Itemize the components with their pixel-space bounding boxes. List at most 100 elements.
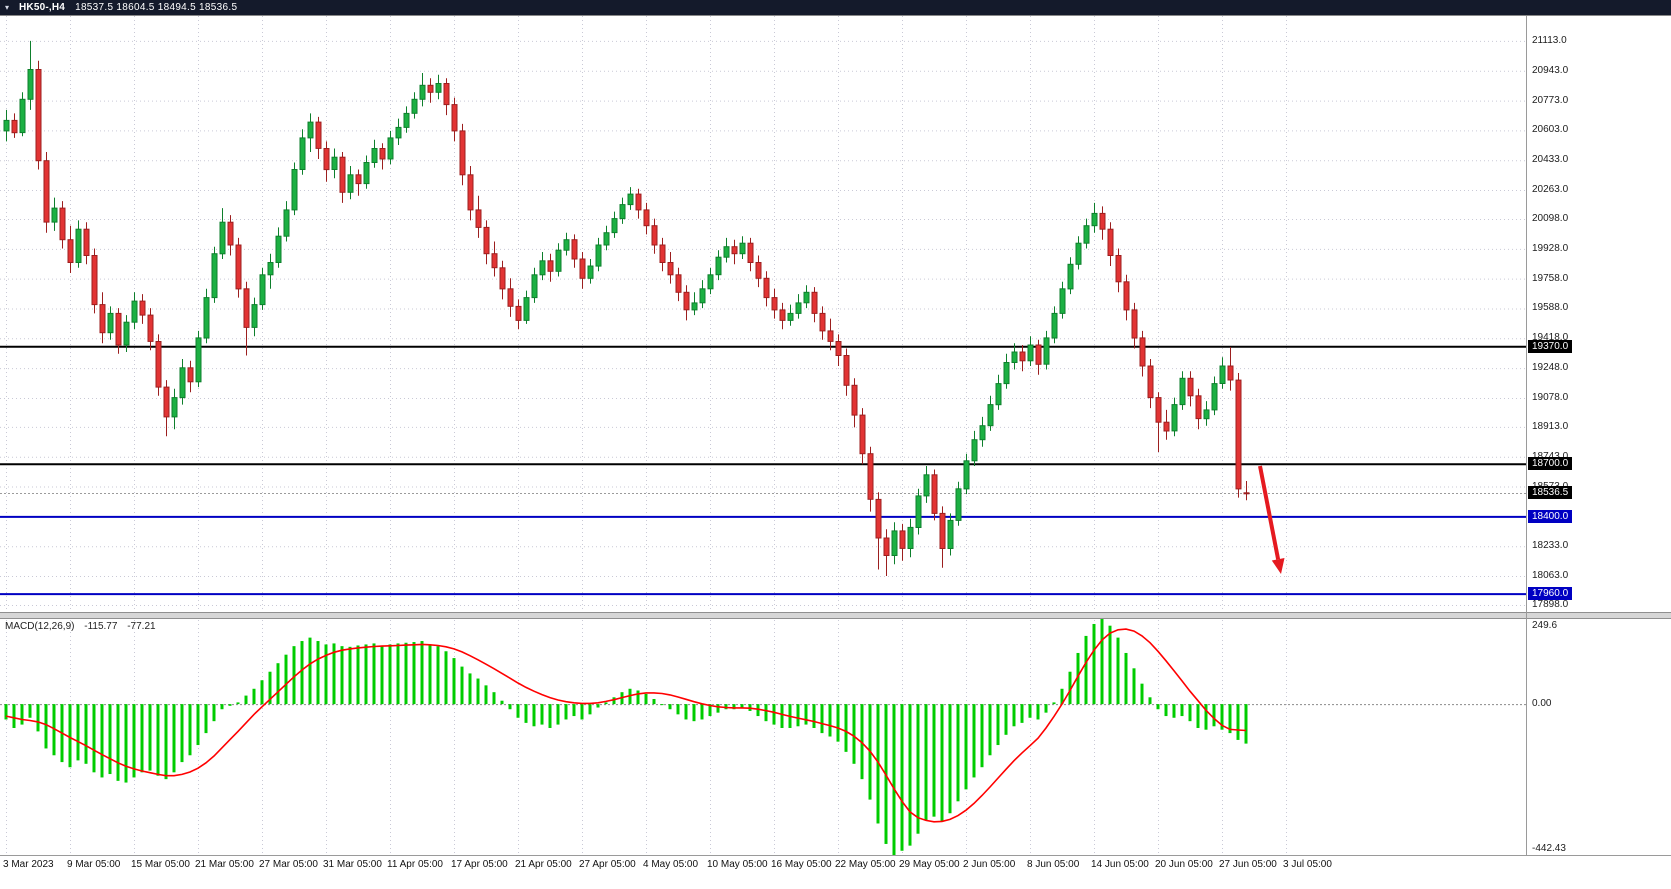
macd-histogram-bar <box>1052 702 1056 705</box>
candle-body <box>699 288 706 304</box>
candle-body <box>307 121 314 139</box>
candle-body <box>115 312 122 346</box>
macd-histogram-bar <box>380 645 384 705</box>
candle-body <box>227 221 234 246</box>
price-axis[interactable]: 21113.0 20943.0 20773.0 20603.0 20433.0 20263… <box>1527 0 1671 889</box>
candle-body <box>603 232 610 246</box>
macd-histogram-bar <box>1204 704 1208 730</box>
macd-histogram-bar <box>404 642 408 705</box>
trend-arrow-head[interactable] <box>1271 558 1285 574</box>
candle-body <box>683 291 690 311</box>
candle-body <box>435 83 442 93</box>
candle-body <box>731 246 738 255</box>
candle-body <box>739 242 746 255</box>
support-line-18400-badge: 18400.0 <box>1528 510 1573 523</box>
candle-body <box>547 260 554 272</box>
candle-body <box>595 244 602 267</box>
candle-body <box>211 253 218 299</box>
price-tick-label: 20263.0 <box>1532 184 1569 195</box>
candle-body <box>531 274 538 299</box>
candle-body <box>643 209 650 227</box>
time-tick-label: 11 Apr 05:00 <box>387 859 443 870</box>
candle-body <box>171 397 178 418</box>
macd-histogram-bar <box>1140 683 1144 705</box>
macd-histogram-bar <box>572 704 576 717</box>
price-tick-label: 21113.0 <box>1532 35 1567 46</box>
macd-histogram-bar <box>76 704 80 761</box>
candle-body <box>667 262 674 276</box>
time-tick-label: 27 Apr 05:00 <box>579 859 636 870</box>
macd-histogram-bar <box>1228 704 1232 734</box>
time-axis[interactable]: 3 Mar 2023 9 Mar 05:00 15 Mar 05:00 21 Mar … <box>0 855 1671 889</box>
candle-body <box>539 260 546 276</box>
macd-histogram-bar <box>124 704 128 783</box>
macd-histogram-bar <box>756 704 760 717</box>
macd-histogram-bar <box>980 704 984 768</box>
macd-histogram-bar <box>1076 652 1080 705</box>
candle-body <box>403 112 410 128</box>
time-tick-label: 22 May 05:00 <box>835 859 896 870</box>
candle-body <box>819 312 826 332</box>
candle-body <box>1011 351 1018 363</box>
candle-body <box>523 297 530 321</box>
macd-histogram-bar <box>388 644 392 705</box>
macd-histogram-bar <box>508 704 512 710</box>
indicator-tick-label: 0.00 <box>1532 698 1552 709</box>
candle-body <box>843 355 850 386</box>
candle-body <box>395 126 402 139</box>
macd-histogram-bar <box>252 688 256 705</box>
macd-histogram-bar <box>924 704 928 821</box>
resistance-line-19370-badge: 19370.0 <box>1528 340 1573 353</box>
macd-histogram-bar <box>444 651 448 705</box>
candle-body <box>235 244 242 290</box>
macd-histogram-bar <box>172 704 176 773</box>
candle-body <box>971 439 978 462</box>
candle-body <box>379 148 386 160</box>
macd-histogram-bar <box>220 704 224 710</box>
macd-histogram-bar <box>588 704 592 715</box>
panel-divider[interactable] <box>0 612 1671 619</box>
time-tick-label: 20 Jun 05:00 <box>1155 859 1213 870</box>
candle-body <box>507 288 514 307</box>
macd-histogram-bar <box>1020 704 1024 723</box>
candle-body <box>83 228 90 256</box>
candle-body <box>1195 395 1202 420</box>
candle-body <box>1211 383 1218 411</box>
candle-body <box>331 156 338 170</box>
macd-histogram-bar <box>156 704 160 776</box>
trend-arrow-shaft[interactable] <box>1258 465 1281 560</box>
macd-histogram-bar <box>196 704 200 746</box>
candle-body <box>1027 344 1034 362</box>
macd-histogram-bar <box>764 704 768 722</box>
macd-histogram-bar <box>772 704 776 725</box>
candle-body <box>851 384 858 416</box>
time-tick-label: 4 May 05:00 <box>643 859 699 870</box>
candle-body <box>515 305 522 321</box>
price-tick-label: 20943.0 <box>1532 65 1569 76</box>
macd-histogram-bar <box>4 704 8 720</box>
candle-body <box>387 137 394 160</box>
macd-histogram-bar <box>596 704 600 708</box>
macd-histogram-bar <box>52 704 56 756</box>
macd-histogram-bar <box>1132 668 1136 705</box>
macd-histogram-bar <box>452 658 456 705</box>
candle-body <box>1107 228 1114 256</box>
candle-body <box>571 239 578 260</box>
macd-histogram-bar <box>1036 704 1040 720</box>
candle-body <box>619 204 626 220</box>
candle-body <box>963 460 970 490</box>
macd-histogram-bar <box>1012 704 1016 727</box>
macd-histogram-bar <box>956 704 960 802</box>
macd-histogram-bar <box>284 654 288 705</box>
time-tick-label: 21 Apr 05:00 <box>515 859 572 870</box>
candle-body <box>195 337 202 383</box>
candle-body <box>771 297 778 311</box>
candle-body <box>907 526 914 550</box>
candle-body <box>859 414 866 455</box>
symbol-timeframe-label: HK50-,H4 <box>19 2 66 13</box>
macd-histogram-bar <box>1004 704 1008 735</box>
macd-histogram-bar <box>1156 704 1160 710</box>
chart-window-icon[interactable]: ▾ <box>5 2 10 12</box>
candle-body <box>651 225 658 246</box>
